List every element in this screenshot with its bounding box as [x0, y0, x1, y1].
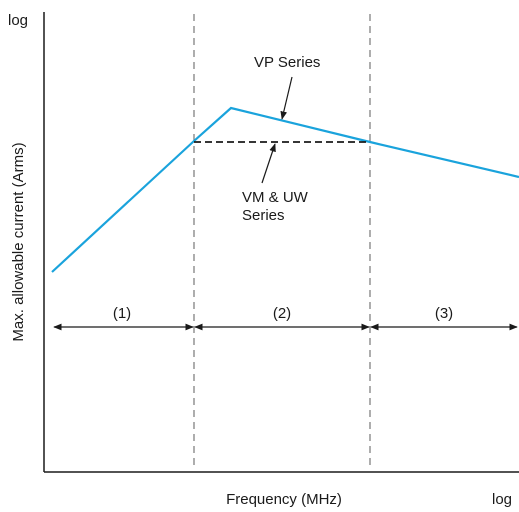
vm-uw-series-pointer	[261, 143, 276, 184]
vm-uw-series-label-line-2: Series	[242, 207, 285, 224]
region-label-2: (2)	[273, 305, 291, 322]
vp-series-pointer	[280, 76, 293, 120]
series-line-vp	[51, 106, 519, 273]
x-scale-label: log	[492, 491, 512, 508]
vm-uw-series-label-line-1: VM & UW	[242, 189, 309, 206]
y-scale-label: log	[8, 12, 28, 29]
vm-uw-series-label: VM & UW Series	[242, 189, 312, 224]
vp-series-label: VP Series	[254, 54, 320, 71]
y-axis-title: Max. allowable current (Arms)	[10, 142, 27, 341]
region-label-3: (3)	[435, 305, 453, 322]
x-axis-title: Frequency (MHz)	[226, 491, 342, 508]
region-label-1: (1)	[113, 305, 131, 322]
